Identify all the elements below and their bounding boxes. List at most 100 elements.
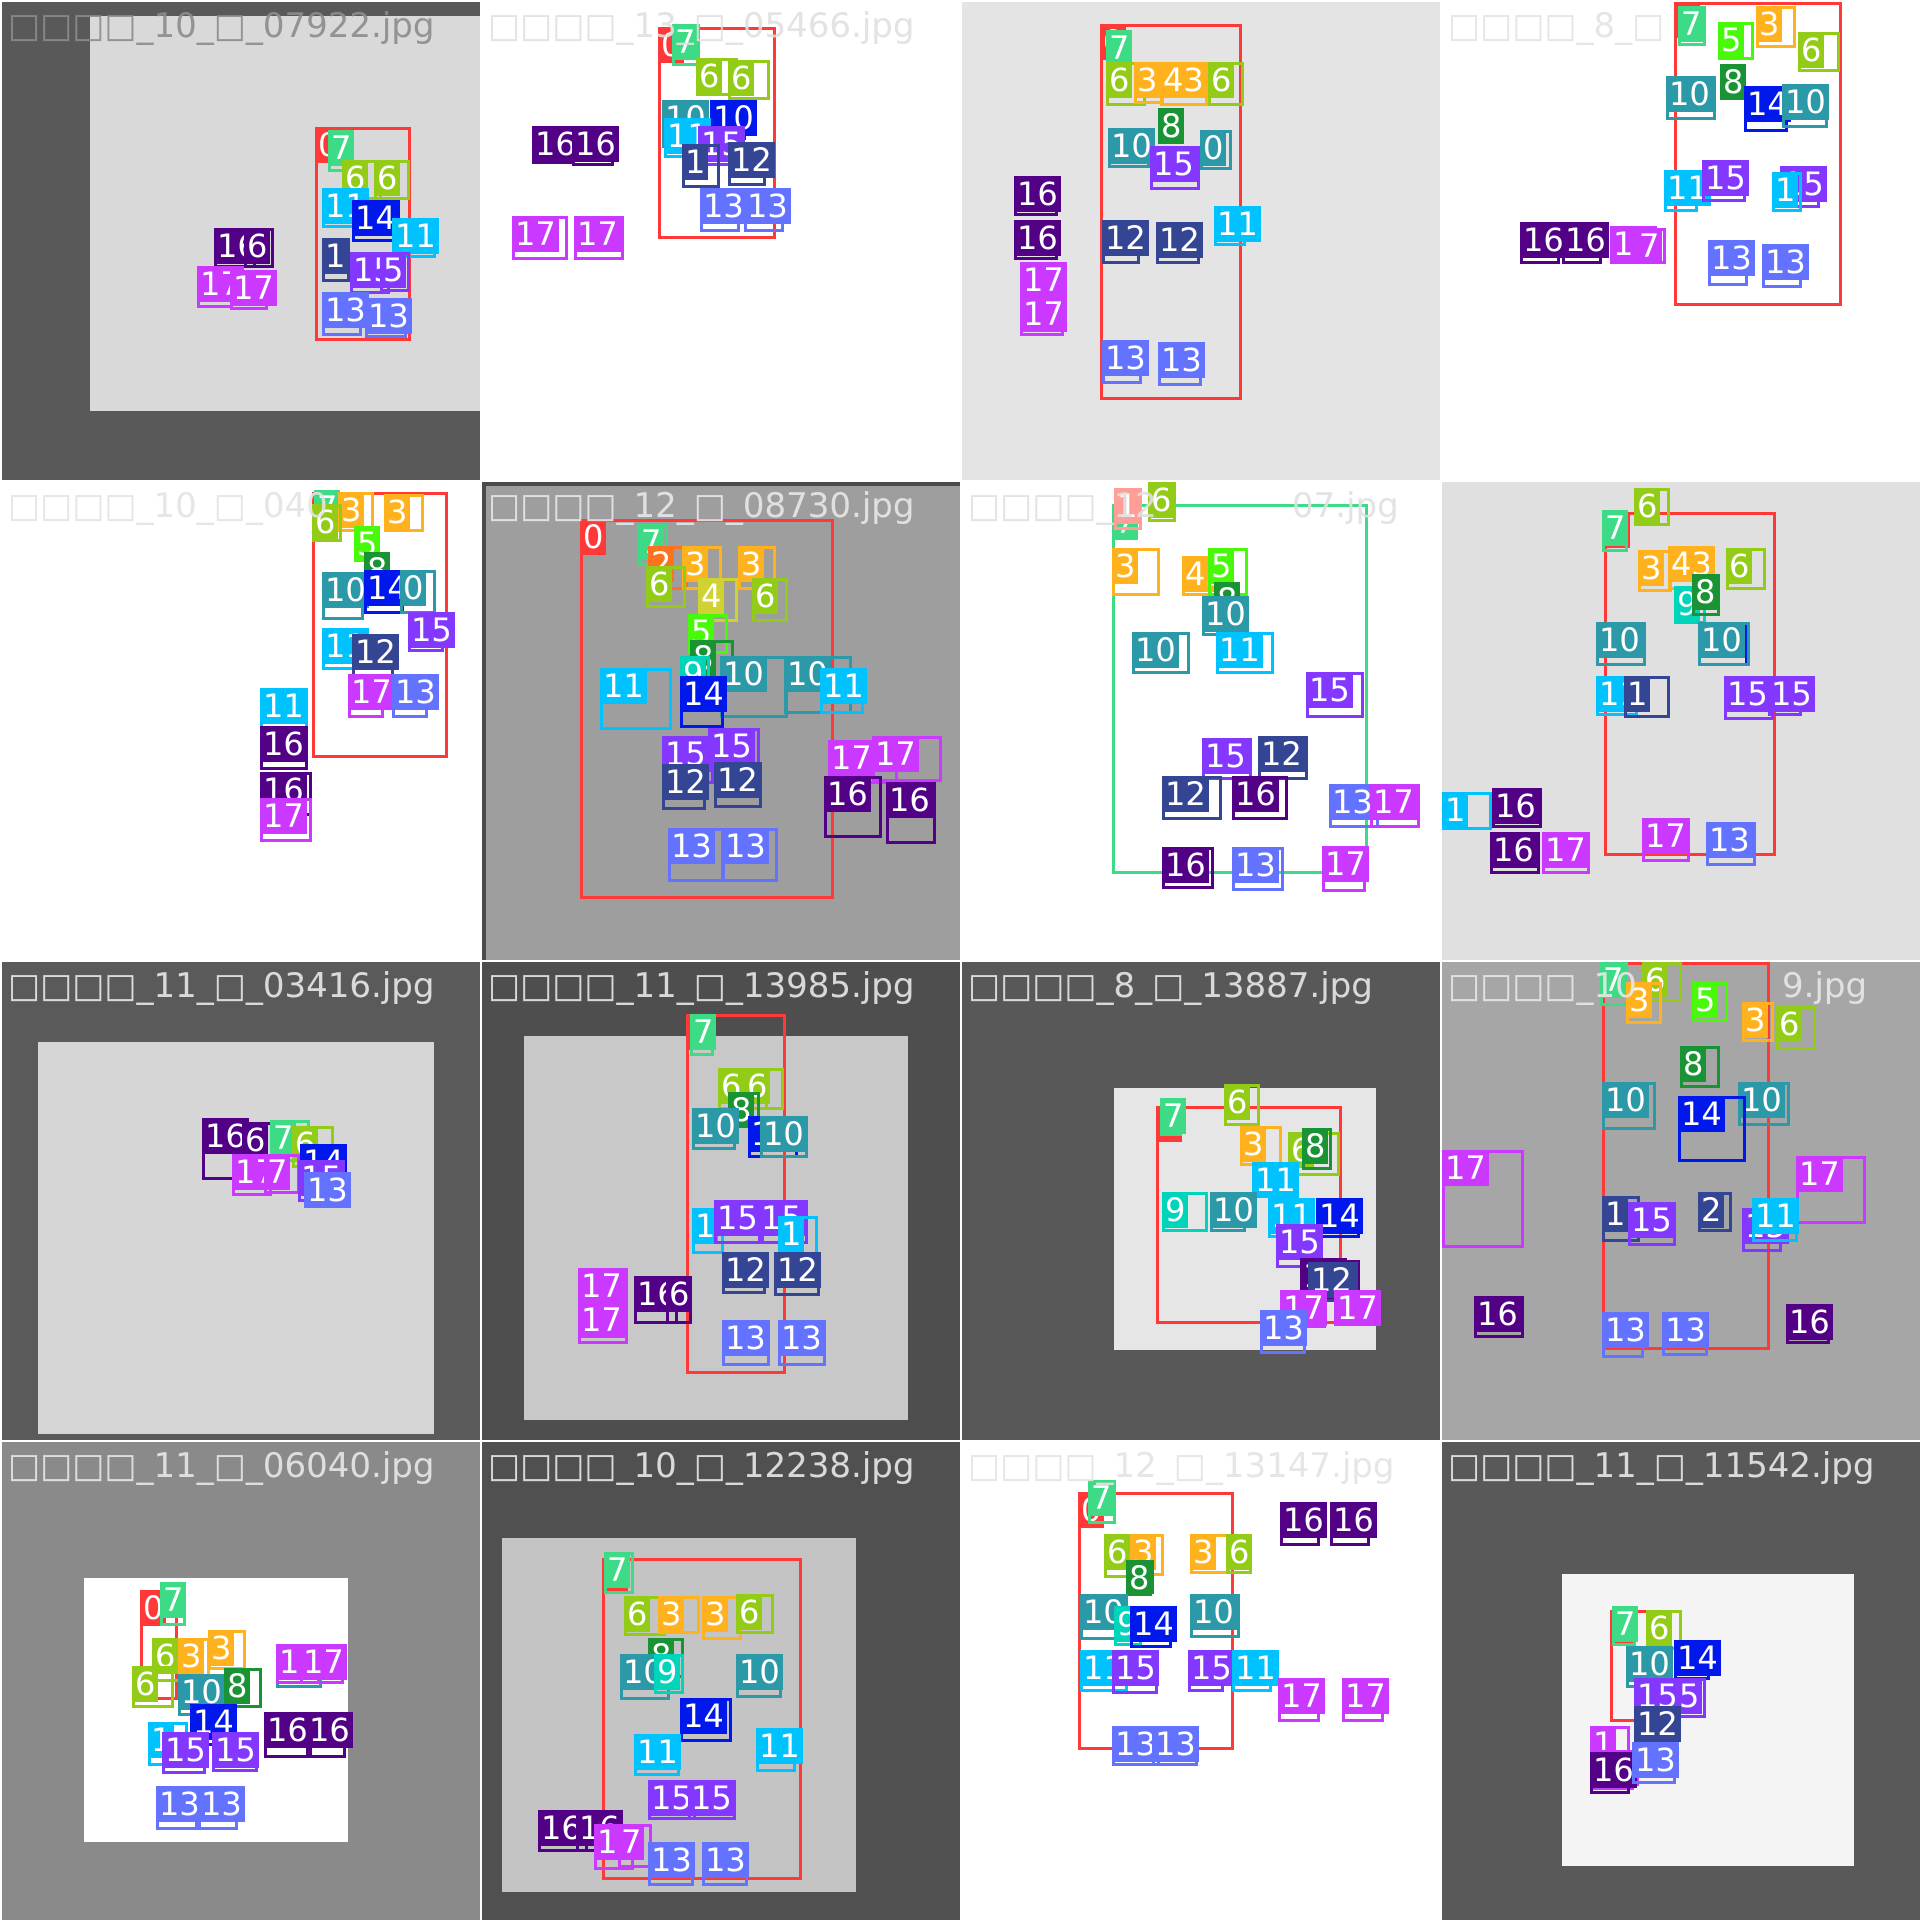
detection-class-label: 13 <box>304 1172 351 1208</box>
detection-box-class-16: 16 <box>1330 1502 1377 1546</box>
detection-box-class-12: 12 <box>1258 736 1308 780</box>
detection-class-label: 3 <box>1756 6 1783 42</box>
detection-box-class-3: 3 <box>658 1596 700 1634</box>
detection-box-class-17: 17 <box>1334 1290 1381 1326</box>
detection-box-class-6: 6 <box>1148 482 1176 522</box>
tile-filename-caption: □□□□_10_□_040 <box>8 486 328 526</box>
detection-class-label: 13 <box>722 828 769 864</box>
detection-class-label: 4 <box>698 578 725 614</box>
detection-box-class-17: 17 <box>1370 784 1420 828</box>
detection-class-label: 0 <box>580 519 607 555</box>
detection-box-class-16: 16 <box>824 776 882 838</box>
detection-box-class-6: 6 <box>1798 32 1840 72</box>
detection-class-label: 9 <box>654 1654 681 1690</box>
detection-box-class-11: 11 <box>634 1734 681 1776</box>
tile-filename-caption: □□□□_11_□_13985.jpg <box>488 966 915 1006</box>
detection-box-class-6: 6 <box>736 1594 774 1634</box>
detection-class-label: 17 <box>828 740 875 776</box>
tile-filename-caption: □□□□_11_□_03416.jpg <box>8 966 435 1006</box>
detection-class-label: 15 <box>1150 146 1197 182</box>
detection-box-class-13: 13 <box>198 1786 245 1830</box>
detection-class-label: 6 <box>736 1594 763 1630</box>
detection-box-class-12: 2 <box>1698 1192 1732 1232</box>
detection-box-class-13: 13 <box>648 1842 695 1886</box>
image-tile: □□□□_1207.jpg716343581010111515121216161… <box>962 482 1440 960</box>
detection-box-class-14: 14 <box>1674 1640 1721 1680</box>
image-tile: □□□□_11_□_03416.jpg16676141771513 <box>2 962 480 1440</box>
detection-box-class-17: 17 <box>574 216 624 260</box>
detection-class-label: 1 <box>1602 1196 1629 1232</box>
detection-box-class-17: 17 <box>872 736 942 782</box>
tile-filename-caption: □□□□_12_□_13147.jpg <box>968 1446 1395 1486</box>
detection-box-class-16: 16 <box>306 1712 353 1758</box>
detection-box-class-12: 12 <box>728 142 775 186</box>
detection-box-class-3: 3 <box>1742 1002 1774 1042</box>
detection-class-label: 13 <box>1706 822 1753 858</box>
detection-class-label: 14 <box>680 1698 727 1734</box>
detection-box-class-10: 10 <box>1190 1594 1240 1638</box>
detection-box-class-3: 3 <box>1240 1126 1282 1166</box>
detection-class-label: 8 <box>1692 574 1719 610</box>
detection-box-class-12: 1 <box>1602 1196 1640 1242</box>
image-tile: □□□□_11_□_06040.jpg076336108101717141151… <box>2 1442 480 1920</box>
detection-class-label: 12 <box>1258 736 1305 772</box>
detection-class-label: 15 <box>1188 1650 1235 1686</box>
image-tile: 076343698101410111151511616171713 <box>1442 482 1920 960</box>
detection-box-class-13: 13 <box>1662 1312 1709 1356</box>
detection-class-label: 17 <box>1322 846 1369 882</box>
detection-box-class-5: 5 <box>1718 22 1754 60</box>
detection-box-class-15: 15 <box>1112 1650 1159 1694</box>
detection-box-class-6: 6 <box>1224 1084 1260 1126</box>
detection-box-class-13: 13 <box>668 828 724 882</box>
detection-class-label: 6 <box>242 1122 269 1158</box>
tile-filename-caption: □□□□_12 <box>968 486 1157 526</box>
detection-box-class-16: 16 <box>260 726 308 770</box>
image-tile: □□□□_109.jpg0763536810101417171152151116… <box>1442 962 1920 1440</box>
detection-class-label: 7 <box>604 1552 631 1588</box>
detection-class-label: 10 <box>1666 76 1713 112</box>
detection-class-label: 7 <box>1678 6 1705 42</box>
detection-class-label: 10 <box>692 1108 739 1144</box>
detection-class-label: 15 <box>1202 738 1249 774</box>
detection-box-class-17: 7 <box>264 1154 300 1194</box>
detection-box-class-7: 7 <box>1678 6 1706 46</box>
detection-box-class-11: 11 <box>1664 170 1711 212</box>
detection-box-class-12: 12 <box>662 764 709 810</box>
detection-class-label: 11 <box>756 1728 803 1764</box>
detection-box-class-15: 15 <box>708 728 760 772</box>
detection-box-class-17: 17 <box>197 266 244 308</box>
detection-class-label: 1 <box>1624 676 1651 712</box>
image-tile: □□□□_10_□_12238.jpg076336810910141111151… <box>482 1442 960 1920</box>
detection-box-class-13: 13 <box>744 188 791 232</box>
detection-class-label: 17 <box>260 798 307 834</box>
detection-class-label: 11 <box>1752 1198 1799 1234</box>
detection-box-class-6: 6 <box>646 566 686 608</box>
detection-class-label: 17 <box>1334 1290 1381 1326</box>
detection-box-class-8: 8 <box>1680 1046 1720 1088</box>
detection-class-label: 10 <box>1596 622 1643 658</box>
detection-box-class-16: 16 <box>1232 776 1288 820</box>
detection-box-class-3: 3 <box>1190 1534 1230 1574</box>
detection-box-class-12: 12 <box>1162 776 1222 820</box>
detection-class-label: 3 <box>1626 982 1653 1018</box>
tile-filename-caption: □□□□_13_□_05466.jpg <box>488 6 915 46</box>
detection-box-class-13: 13 <box>156 1786 203 1830</box>
detection-box-class-3: 3 <box>738 546 776 590</box>
detection-class-label: 6 <box>1224 1084 1251 1120</box>
detection-box-class-13: 13 <box>304 1172 351 1208</box>
detection-box-class-7: 7 <box>690 1014 717 1056</box>
detection-box-class-10: 10 <box>322 572 369 620</box>
detection-box-class-13: 13 <box>365 298 412 338</box>
detection-box-class-9: 9 <box>1162 1192 1208 1232</box>
detection-box-class-12: 1 <box>1624 676 1670 718</box>
detection-box-class-15: 15 <box>1276 1224 1323 1268</box>
detection-class-label: 16 <box>1520 222 1567 258</box>
detection-class-label: 1 <box>322 238 349 274</box>
detection-class-label: 11 <box>1214 206 1261 242</box>
detection-box-class-12: 12 <box>352 634 399 678</box>
detection-class-label: 6 <box>666 1276 693 1312</box>
detection-class-label: 10 <box>1190 1594 1237 1630</box>
detection-class-label: 17 <box>1370 784 1417 820</box>
detection-box-class-6: 6 <box>1634 488 1670 526</box>
detection-box-class-15: 15 <box>162 1732 209 1774</box>
